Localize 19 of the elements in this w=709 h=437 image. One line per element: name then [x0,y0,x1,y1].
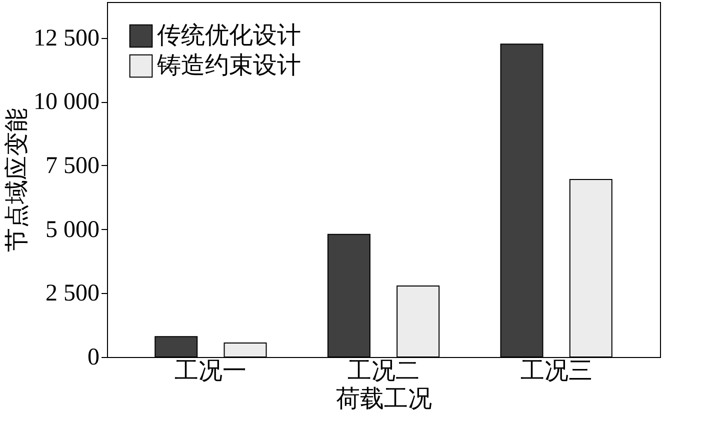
y-tick-label: 0 [88,344,100,370]
bar [569,179,612,358]
bar [396,286,440,358]
y-axis-title: 节点域应变能 [4,108,30,252]
y-tick-label: 12 500 [34,25,100,52]
y-tick-label: 10 000 [34,89,100,116]
bar [500,44,544,358]
y-tick-label: 5 000 [46,216,100,243]
bar [327,234,370,358]
x-tick-label: 工况二 [348,358,420,384]
bar [154,336,198,358]
legend-label: 铸造约束设计 [156,53,301,79]
x-tick-label: 工况三 [520,358,592,384]
y-tick-label: 7 500 [46,152,100,179]
x-tick-label: 工况一 [174,358,247,384]
legend-label: 传统优化设计 [157,22,301,49]
y-tick-label: 2 500 [46,280,100,307]
bar [224,342,267,358]
x-axis-title: 荷载工况 [336,386,432,412]
